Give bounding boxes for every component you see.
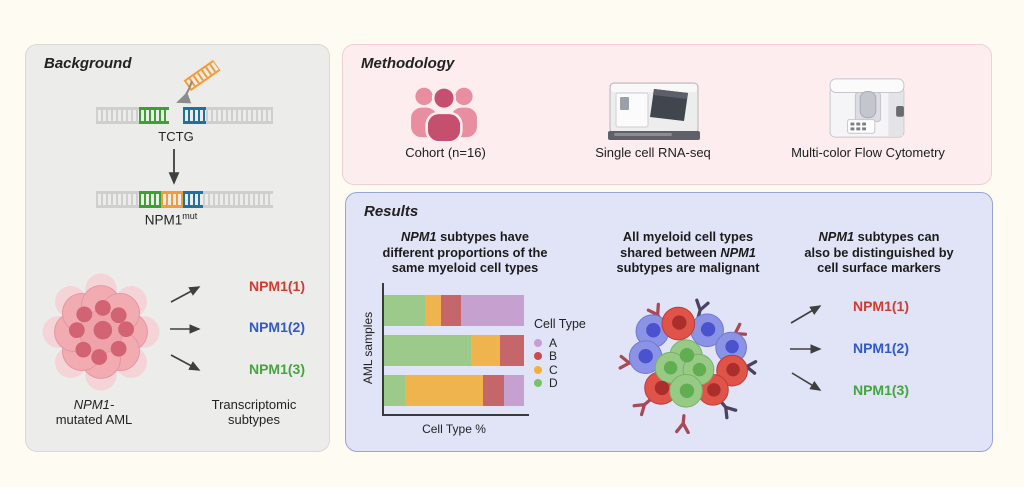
subtype-label-npm1-3: NPM1(3) [248,361,305,377]
legend-label-a: A [549,335,558,350]
insert-sequence-label: TCTG [158,129,194,144]
col3-heading-line3: cell surface markers [817,260,941,275]
subtype-arrow-3 [170,354,201,371]
col1-heading-rest: subtypes have [436,229,530,244]
subtype-arrow-1 [170,286,201,303]
bar-segment-b [441,295,461,326]
chart-xlabel: Cell Type % [422,422,486,436]
aml-caption: NPM1- mutated AML [34,397,154,427]
col3-heading-line2: also be distinguished by [804,244,954,260]
results-col1-heading: NPM1 subtypes have different proportions… [356,229,574,276]
dna-fragment-icon [183,59,221,92]
chart-y-axis [382,283,384,416]
dna-seg-gap [169,107,183,124]
results-col3-heading: NPM1 subtypes can also be distinguished … [774,229,984,276]
aml-caption-line2: mutated AML [55,412,133,427]
results-panel: Results NPM1 subtypes have different pro… [345,192,993,452]
mutated-gene-label: NPM1mut [121,211,221,228]
bar-segment-d [384,295,425,326]
bar-segment-b [500,335,524,366]
gene-name: NPM1 [144,212,183,228]
aml-caption-line1: NPM1- [73,397,115,412]
legend-item-b: B [534,349,586,364]
malignant-cell-cluster-icon [618,298,758,434]
dna-seg-gray [206,107,273,124]
cytometry-label: Multi-color Flow Cytometry [791,145,945,160]
legend-dot-d [534,379,542,388]
col2-heading-line1: All myeloid cell types [622,229,754,244]
dna-seg-blue [183,191,203,208]
bar-segment-d [384,335,471,366]
col3-heading-italic: NPM1 [818,229,855,244]
col2-heading-italic: NPM1 [720,244,756,260]
dna-seg-blue [183,107,206,124]
legend-item-a: A [534,336,586,350]
legend-item-d: D [534,376,586,391]
legend-item-c: C [534,363,586,377]
col1-heading-line3: same myeloid cell types [391,260,539,275]
background-panel-title: Background [44,55,132,72]
legend-dot-b [534,352,542,361]
dna-fragment-segment [183,59,221,92]
legend-dot-a [534,338,542,347]
col2-heading-line3: subtypes are malignant [616,260,760,275]
rnaseq-label: Single cell RNA-seq [595,145,711,160]
dna-seg-orange [161,191,183,208]
dna-strand-mutant-icon [96,191,273,208]
methodology-panel-title: Methodology [361,55,455,72]
methodology-panel: Methodology Cohort (n=16) Single cell RN… [342,44,992,185]
subtype-label-npm1-1: NPM1(1) [248,278,305,294]
chart-bar-row-3 [384,375,524,406]
chart-ylabel: AML samples [361,311,375,385]
results-panel-title: Results [364,203,419,220]
dna-strand-wildtype-icon [96,107,273,124]
marker-subtype-label-npm1-2: NPM1(2) [852,340,909,356]
legend-label-b: B [549,349,558,364]
chart-x-axis [382,414,529,416]
results-col2-heading: All myeloid cell types shared between NP… [584,229,792,276]
bar-segment-c [405,375,484,406]
subtypes-caption: Transcriptomic subtypes [192,397,316,427]
marker-subtype-label-npm1-3: NPM1(3) [852,382,909,398]
aml-cell-cluster-icon [42,273,160,391]
background-panel: Background TCTG NPM1mut [25,44,330,452]
flow-cytometer-icon [829,78,905,138]
col1-heading-italic: NPM1 [400,229,437,244]
marker-subtype-label-npm1-1: NPM1(1) [852,298,909,314]
dna-seg-gray [203,191,273,208]
dna-seg-green [139,107,169,124]
bar-segment-a [460,295,524,326]
dna-seg-gray [96,191,139,208]
col3-heading-rest: subtypes can [854,229,940,244]
bar-segment-a [504,375,524,406]
bar-segment-b [483,375,505,406]
marker-arrow-1 [790,305,822,324]
legend-label-d: D [549,376,558,391]
legend-dot-c [534,365,542,374]
bar-segment-c [424,295,442,326]
cohort-people-icon [411,85,477,141]
col2-heading-line2-pre: shared between [620,244,721,260]
bar-segment-c [470,335,501,366]
chart-bar-row-1 [384,295,524,326]
subtypes-caption-line1: Transcriptomic [211,397,297,412]
bar-segment-d [384,375,405,406]
chart-bar-row-2 [384,335,524,366]
subtypes-caption-line2: subtypes [227,412,281,427]
dna-seg-gray [96,107,139,124]
sequencer-machine-icon [608,82,700,140]
marker-arrow-3 [791,372,822,391]
gene-superscript: mut [182,211,198,221]
chart-legend-title: Cell Type [534,317,586,331]
subtype-label-npm1-2: NPM1(2) [248,319,305,335]
dna-seg-green [139,191,161,208]
col1-heading-line2: different proportions of the [382,244,548,260]
cohort-label: Cohort (n=16) [405,145,486,160]
legend-label-c: C [549,362,558,377]
